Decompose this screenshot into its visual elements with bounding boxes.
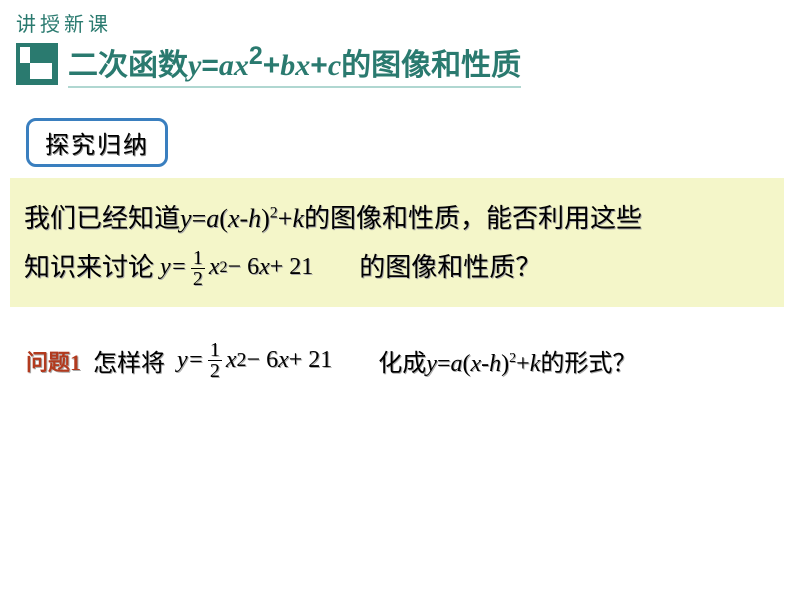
vf-open: (: [219, 204, 228, 233]
tag-text: 探究归纳: [45, 132, 149, 159]
pf-sup: 2: [220, 253, 228, 283]
q-prefix-text: 怎样将: [93, 351, 165, 377]
panel-line1: 我们已经知道y=a(x-h)2+k的图像和性质，能否利用这些: [24, 194, 770, 243]
vf-sup: 2: [270, 204, 278, 221]
vf-x: x: [228, 204, 240, 233]
line2-prefix: 知识来讨论: [24, 243, 154, 292]
qf-num: 1: [208, 340, 222, 360]
vf-h: h: [248, 204, 261, 233]
qv-eq: =: [437, 351, 451, 377]
qf-end: + 21: [289, 347, 333, 374]
qv-k: k: [530, 351, 541, 377]
title-b: b: [280, 49, 295, 82]
pf-mid: − 6: [228, 245, 260, 291]
qf-mid: − 6: [247, 347, 279, 374]
section-number-icon: [16, 43, 58, 85]
line1-prefix: 我们已经知道: [24, 204, 180, 233]
q-tail: 化成y=a(x-h)2+k的形式？: [378, 343, 636, 378]
tag-box: 探究归纳: [26, 118, 168, 167]
title-y: y: [188, 49, 201, 82]
vf-a: a: [206, 204, 219, 233]
line2-suffix: 的图像和性质？: [359, 243, 541, 292]
line1-suffix: 的图像和性质，能否利用这些: [304, 204, 642, 233]
title-sup2: 2: [249, 42, 263, 70]
title-plus1: +: [263, 49, 281, 82]
section-title: 二次函数y=ax2+bx+c的图像和性质: [68, 40, 521, 88]
q-middle: 化成: [378, 351, 426, 377]
qv-close: ): [501, 351, 509, 377]
title-x: x: [295, 49, 310, 82]
qv-y: y: [426, 351, 437, 377]
qf-sup: 2: [237, 349, 247, 372]
pf-end: + 21: [270, 245, 314, 291]
qf-den: 2: [208, 360, 222, 381]
question-formula: y = 1 2 x2 − 6x + 21: [177, 340, 332, 381]
qv-plus: +: [516, 351, 530, 377]
pf-eq: =: [171, 245, 187, 291]
qv-minus: -: [481, 351, 489, 377]
pf-den: 2: [191, 268, 205, 289]
section-header: 二次函数y=ax2+bx+c的图像和性质: [16, 40, 794, 88]
vf-minus: -: [239, 204, 248, 233]
qv-x: x: [470, 351, 481, 377]
vf-k: k: [292, 204, 304, 233]
qv-a: a: [450, 351, 462, 377]
pf-x: x: [209, 245, 220, 291]
qv-h: h: [489, 351, 501, 377]
title-x2: x: [234, 49, 249, 82]
qf-x: x: [226, 347, 237, 374]
title-a: a: [219, 49, 234, 82]
title-c: c: [328, 49, 341, 82]
vf-close: ): [261, 204, 270, 233]
panel-line2: 知识来讨论 y = 1 2 x2 − 6x + 21 的图像和性质？: [24, 243, 770, 292]
pf-y: y: [160, 245, 171, 291]
vf-y: y: [180, 204, 192, 233]
pf-x2: x: [259, 245, 270, 291]
qf-x2: x: [278, 347, 289, 374]
title-plus2: +: [310, 49, 328, 82]
qf-frac: 1 2: [208, 340, 222, 381]
qf-eq: =: [188, 347, 204, 374]
q-suffix: 的形式？: [540, 351, 636, 377]
vf-eq: =: [192, 204, 207, 233]
pf-frac: 1 2: [191, 248, 205, 289]
title-suffix: 的图像和性质: [341, 49, 521, 82]
panel-formula: y = 1 2 x2 − 6x + 21: [160, 245, 313, 291]
pf-num: 1: [191, 248, 205, 268]
qf-y: y: [177, 347, 188, 374]
q-prefix: 怎样将: [87, 343, 171, 378]
title-prefix: 二次函数: [68, 49, 188, 82]
title-eq: =: [201, 49, 219, 82]
question-label: 问题1: [26, 345, 81, 377]
question-row: 问题1 怎样将 y = 1 2 x2 − 6x + 21 化成y=a(x-h)2…: [26, 340, 776, 381]
vf-plus: +: [278, 204, 293, 233]
lesson-label: 讲授新课: [16, 8, 112, 37]
content-panel: 我们已经知道y=a(x-h)2+k的图像和性质，能否利用这些 知识来讨论 y =…: [10, 178, 784, 307]
